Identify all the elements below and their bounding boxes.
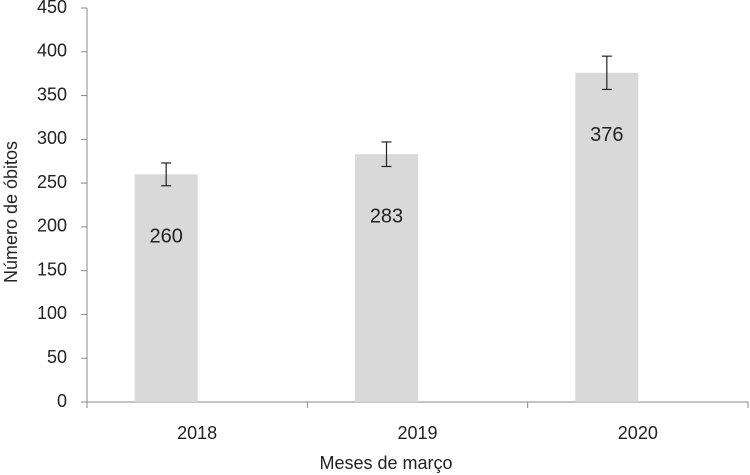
error-bar (381, 141, 392, 168)
y-tick-label: 100 (37, 303, 67, 323)
y-tick-label: 400 (37, 41, 67, 61)
error-bar (161, 162, 172, 187)
x-axis-title: Meses de março (319, 453, 452, 473)
x-tick-label: 2018 (177, 423, 217, 443)
y-tick-label: 350 (37, 84, 67, 104)
error-bar (601, 55, 612, 91)
y-tick-label: 50 (47, 347, 67, 367)
y-axis-title: Número de óbitos (1, 141, 21, 283)
bar (355, 154, 418, 402)
y-tick-label: 0 (57, 391, 67, 411)
bar (134, 174, 198, 402)
data-label: 376 (590, 124, 623, 146)
data-label: 260 (149, 226, 182, 248)
y-tick-label: 300 (37, 128, 67, 148)
x-tick-label: 2020 (618, 423, 658, 443)
y-tick-label: 200 (37, 216, 67, 236)
x-tick-label: 2019 (397, 423, 437, 443)
data-label: 283 (370, 205, 403, 227)
y-tick-label: 250 (37, 172, 67, 192)
y-tick-label: 150 (37, 259, 67, 279)
bar (575, 72, 639, 403)
y-tick-label: 450 (37, 0, 67, 17)
